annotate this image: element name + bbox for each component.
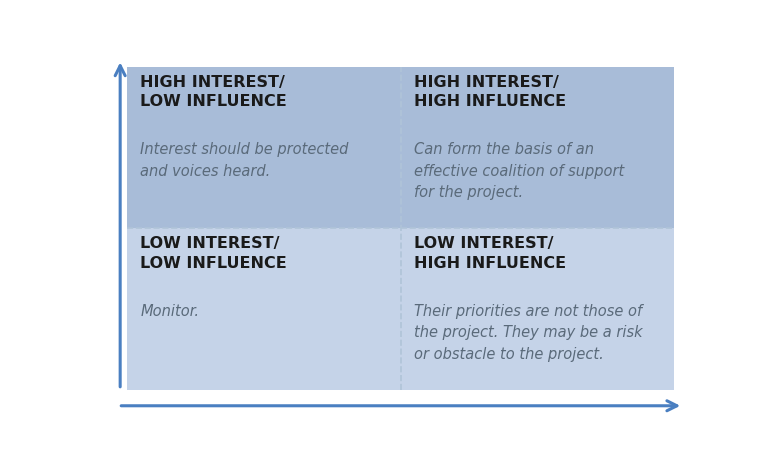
Text: HIGH INTEREST/
HIGH INFLUENCE: HIGH INTEREST/ HIGH INFLUENCE bbox=[414, 75, 565, 110]
Bar bbox=[401, 228, 674, 390]
Bar bbox=[128, 67, 401, 228]
Text: Interest should be protected
and voices heard.: Interest should be protected and voices … bbox=[140, 142, 348, 178]
Bar bbox=[128, 228, 401, 390]
Text: LOW INTEREST/
HIGH INFLUENCE: LOW INTEREST/ HIGH INFLUENCE bbox=[414, 236, 565, 271]
Text: Can form the basis of an
effective coalition of support
for the project.: Can form the basis of an effective coali… bbox=[414, 142, 624, 200]
Text: Their priorities are not those of
the project. They may be a risk
or obstacle to: Their priorities are not those of the pr… bbox=[414, 303, 642, 362]
Text: HIGH INTEREST/
LOW INFLUENCE: HIGH INTEREST/ LOW INFLUENCE bbox=[140, 75, 287, 110]
Bar bbox=[401, 67, 674, 228]
Text: LOW INTEREST/
LOW INFLUENCE: LOW INTEREST/ LOW INFLUENCE bbox=[140, 236, 287, 271]
Text: Monitor.: Monitor. bbox=[140, 303, 199, 318]
